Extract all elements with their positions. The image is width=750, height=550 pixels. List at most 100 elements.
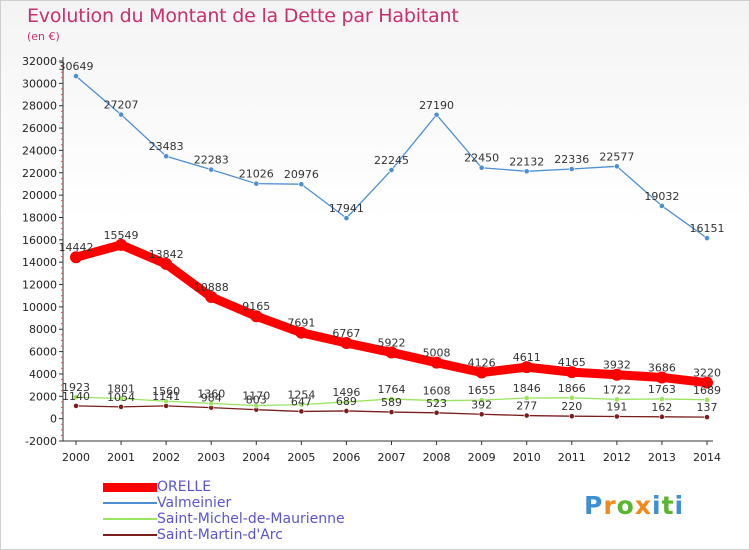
data-point [520, 361, 533, 374]
data-point [205, 290, 218, 303]
data-label: 22336 [554, 153, 589, 166]
data-label: 15549 [104, 229, 139, 242]
data-point [343, 215, 350, 222]
brand-letter: t [661, 491, 675, 520]
data-point [253, 402, 260, 409]
data-point [250, 310, 263, 323]
data-point [298, 408, 305, 415]
series-layer [70, 73, 713, 421]
data-point [118, 403, 124, 410]
x-tick-label: 2002 [152, 451, 180, 464]
data-point [73, 73, 79, 79]
y-tick-label: 14000 [22, 256, 57, 269]
data-point [253, 180, 260, 187]
brand-logo: Proxiti [584, 491, 684, 520]
y-tick-label: 12000 [22, 279, 57, 292]
data-point [610, 368, 623, 381]
series-valmeinier [73, 73, 710, 242]
legend-item: Saint-Martin-d'Arc [103, 527, 283, 543]
data-label: 3220 [693, 367, 721, 380]
data-point [568, 413, 575, 420]
series-orelle [70, 238, 713, 389]
y-tick-label: 10000 [22, 301, 57, 314]
data-label: 1846 [513, 382, 541, 395]
x-tick-label: 2012 [603, 451, 631, 464]
y-tick-label: 24000 [22, 144, 57, 157]
data-point [659, 413, 665, 420]
data-label: 1763 [648, 383, 676, 396]
legend-swatch [103, 482, 157, 492]
data-label: 1801 [107, 383, 135, 396]
data-label: 3686 [648, 361, 676, 374]
legend-label: Saint-Martin-d'Arc [157, 527, 283, 543]
data-label: 17941 [329, 202, 364, 215]
y-tick-label: 30000 [22, 77, 57, 90]
data-label: 523 [426, 397, 447, 410]
data-point [208, 400, 215, 407]
data-point [613, 396, 620, 403]
data-point [70, 251, 82, 264]
data-label: 22577 [599, 150, 634, 163]
data-label: 1560 [152, 385, 180, 398]
data-label: 1360 [197, 387, 225, 400]
data-label: 1655 [468, 384, 496, 397]
chart-title: Evolution du Montant de la Dette par Hab… [27, 5, 459, 27]
data-label: 21026 [239, 168, 274, 181]
data-point [478, 397, 485, 404]
legend-item: Valmeinier [103, 495, 232, 511]
data-label: 10888 [194, 281, 229, 294]
data-label: 1141 [152, 390, 180, 403]
x-tick-label: 2000 [62, 451, 90, 464]
y-tick-label: -2000 [25, 435, 57, 448]
data-point [118, 395, 124, 402]
data-point [704, 235, 710, 242]
legend-label: ORELLE [157, 479, 212, 495]
x-tick-label: 2013 [648, 451, 676, 464]
y-tick-label: 20000 [22, 189, 57, 202]
data-label: 1140 [62, 390, 90, 403]
data-label: 4611 [513, 351, 541, 364]
data-point [73, 403, 79, 409]
data-label: 1923 [62, 381, 90, 394]
data-label: 220 [561, 400, 582, 413]
legend-swatch [103, 534, 157, 536]
data-point [298, 401, 305, 408]
data-point [478, 164, 485, 171]
data-label: 1054 [107, 391, 135, 404]
brand-letter: P [584, 491, 604, 520]
data-label: 9165 [242, 300, 270, 313]
data-label: 137 [697, 401, 718, 414]
data-point [343, 399, 350, 405]
y-tick-label: 32000 [22, 55, 57, 68]
y-tick-label: 26000 [22, 122, 57, 135]
data-label: 13842 [149, 248, 184, 261]
data-point [613, 163, 620, 170]
data-label: 392 [471, 398, 492, 411]
x-tick-label: 2004 [242, 451, 270, 464]
data-label: 1722 [603, 383, 631, 396]
data-point [208, 166, 215, 173]
data-point [568, 166, 575, 172]
data-label: 7691 [287, 317, 315, 330]
y-tick-label: 28000 [22, 100, 57, 113]
x-tick-label: 2010 [513, 451, 541, 464]
x-tick-label: 2009 [468, 451, 496, 464]
data-point [565, 366, 578, 379]
y-tick-label: 6000 [29, 346, 57, 359]
data-label: 22132 [509, 155, 544, 168]
data-point [163, 153, 170, 160]
x-tick-label: 2011 [558, 451, 586, 464]
data-label: 1170 [242, 390, 270, 403]
legend-label: Valmeinier [157, 495, 232, 511]
data-label: 1496 [332, 386, 360, 399]
data-label: 1764 [378, 383, 406, 396]
x-tick-label: 2007 [378, 451, 406, 464]
data-label: 1689 [693, 384, 721, 397]
legend-label: Saint-Michel-de-Maurienne [157, 511, 345, 527]
data-label: 30649 [59, 60, 94, 73]
data-point [655, 371, 668, 384]
brand-letter: r [603, 491, 617, 520]
data-label: 5922 [378, 336, 406, 349]
